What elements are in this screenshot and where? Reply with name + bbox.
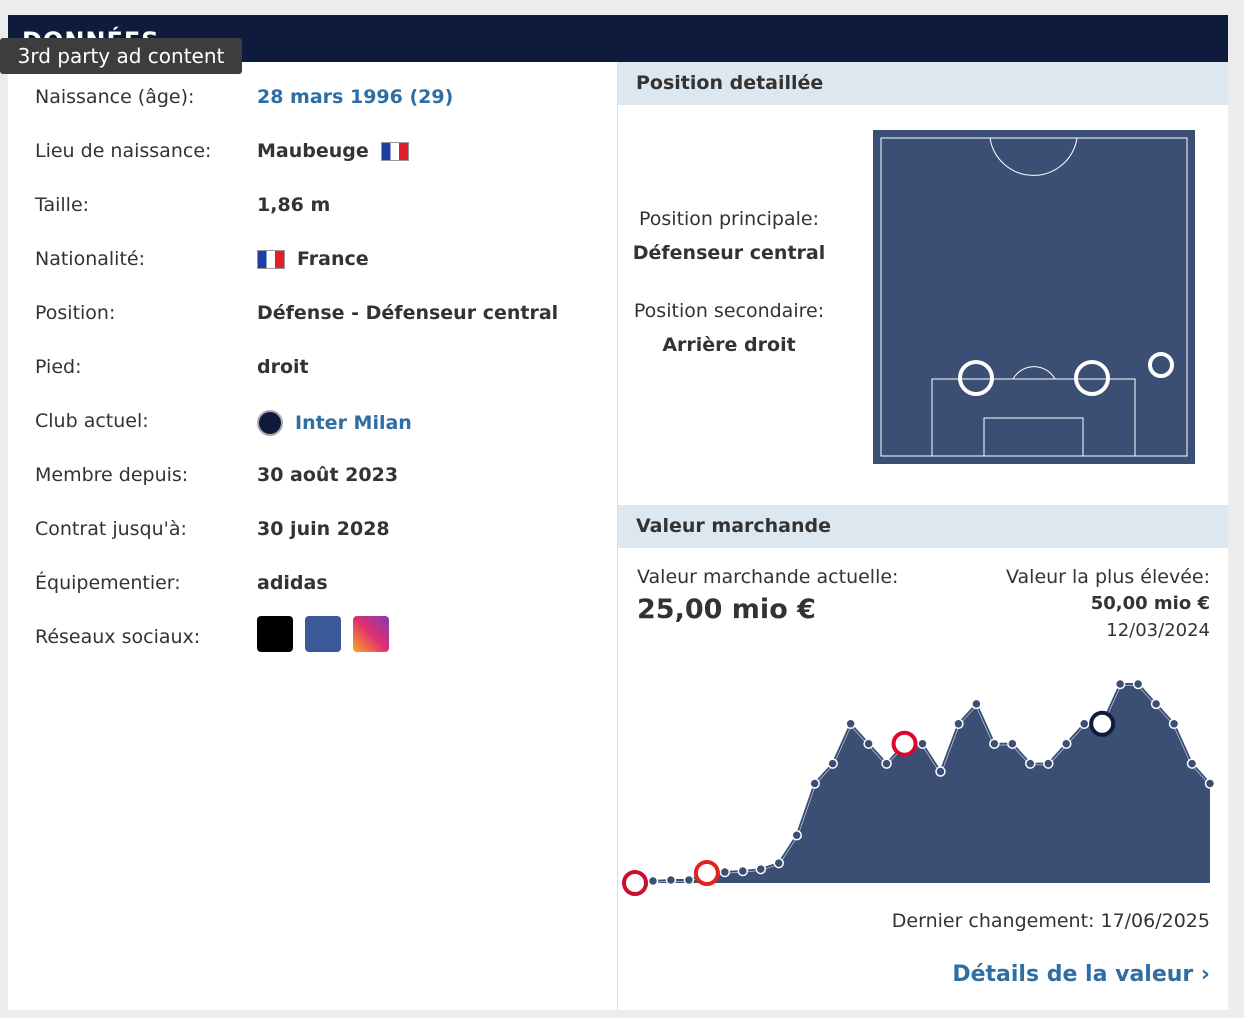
info-value-text: 1,86 m: [257, 194, 331, 216]
info-label: Lieu de naissance:: [35, 140, 212, 162]
social-facebook[interactable]: [305, 616, 341, 652]
info-value: [257, 616, 389, 652]
info-label: Contrat jusqu'à:: [35, 518, 187, 540]
market-point: [935, 766, 946, 777]
market-point: [1114, 678, 1126, 690]
market-point: [755, 863, 767, 875]
info-value: France: [257, 248, 369, 270]
info-label: Réseaux sociaux:: [35, 626, 201, 648]
info-label: Club actuel:: [35, 410, 149, 432]
market-point: [1168, 718, 1180, 730]
info-value: Défense - Défenseur central: [257, 302, 558, 324]
current-value-label: Valeur marchande actuelle:: [637, 566, 899, 588]
pitch: [873, 130, 1195, 464]
info-value-text: France: [297, 248, 369, 270]
market-point: [881, 758, 892, 769]
market-point: [1025, 758, 1036, 769]
market-point: [647, 875, 659, 887]
details-link[interactable]: Détails de la valeur ›: [952, 962, 1210, 987]
market-point: [1186, 758, 1198, 769]
social-instagram[interactable]: [353, 616, 389, 652]
highest-value-label: Valeur la plus élevée:: [1006, 566, 1210, 588]
current-value: 25,00 mio €: [637, 594, 816, 625]
info-value: 30 août 2023: [257, 464, 398, 486]
market-point: [971, 698, 982, 710]
section-title: Position detaillée: [618, 62, 1228, 105]
ad-tooltip: 3rd party ad content: [0, 38, 242, 74]
market-point: [683, 874, 695, 886]
info-label: Nationalité:: [35, 248, 145, 270]
market-point: [863, 738, 874, 749]
main-position: Défenseur central: [632, 242, 826, 264]
market-point: [827, 758, 838, 769]
info-label: Équipementier:: [35, 572, 181, 594]
info-value: Maubeuge: [257, 140, 409, 162]
secondary-position-label: Position secondaire:: [633, 300, 825, 322]
info-value: adidas: [257, 572, 328, 594]
info-value-text: 28 mars 1996 (29): [257, 86, 454, 108]
market-point: [719, 866, 731, 878]
info-value-text: droit: [257, 356, 309, 378]
last-change: Dernier changement: 17/06/2025: [891, 910, 1210, 932]
section-title: Valeur marchande: [618, 505, 1228, 548]
market-point: [809, 778, 820, 789]
info-value: 30 juin 2028: [257, 518, 390, 540]
highest-date: 12/03/2024: [1106, 620, 1210, 641]
market-point: [737, 865, 749, 877]
market-point: [953, 718, 964, 730]
info-label: Pied:: [35, 356, 82, 378]
info-label: Naissance (âge):: [35, 86, 195, 108]
club-logo: [1089, 710, 1116, 737]
market-point: [1078, 718, 1090, 730]
info-value: 1,86 m: [257, 194, 330, 216]
flag: [380, 141, 409, 161]
divider: [617, 62, 618, 1010]
details-link-text[interactable]: Détails de la valeur: [952, 962, 1194, 987]
market-point: [1132, 678, 1144, 690]
market-point: [665, 874, 677, 886]
info-value-text: 30 juin 2028: [257, 518, 390, 540]
highest-value: 50,00 mio €: [1090, 593, 1210, 614]
club-logo: [693, 860, 720, 887]
market-point: [1043, 758, 1054, 769]
social-x[interactable]: [257, 616, 293, 652]
market-point: [1204, 778, 1216, 789]
info-label: Taille:: [35, 194, 90, 216]
market-point: [1061, 738, 1072, 749]
market-point: [989, 738, 1000, 749]
market-area: [623, 684, 1210, 883]
club-logo: [891, 730, 918, 757]
main-position-label: Position principale:: [638, 208, 819, 230]
info-value: Inter Milan: [257, 410, 412, 436]
info-label: Membre depuis:: [35, 464, 189, 486]
market-point: [917, 738, 928, 749]
info-value-text: 30 août 2023: [257, 464, 399, 486]
info-value-text: Inter Milan: [295, 412, 412, 434]
info-value: 28 mars 1996 (29): [257, 86, 453, 108]
market-point: [1007, 738, 1018, 749]
market-point: [791, 829, 802, 841]
market-point: [773, 857, 784, 869]
flag: [257, 249, 285, 269]
secondary-position: Arrière droit: [662, 334, 796, 356]
info-label: Position:: [35, 302, 116, 324]
info-value-text: adidas: [257, 572, 328, 594]
info-value: droit: [257, 356, 309, 378]
market-point: [1150, 698, 1162, 710]
info-value-text: Défense - Défenseur central: [257, 302, 559, 324]
info-value-text: Maubeuge: [257, 140, 369, 162]
market-point: [845, 718, 856, 730]
club-logo: [622, 870, 648, 896]
club-icon: [257, 410, 283, 436]
